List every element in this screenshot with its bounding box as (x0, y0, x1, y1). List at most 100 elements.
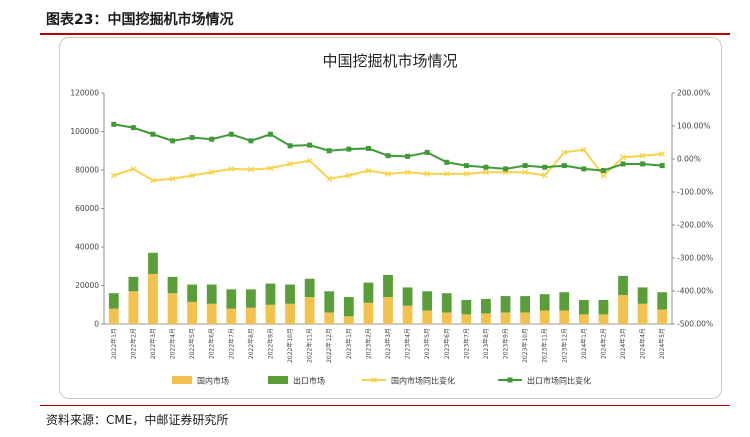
export-yoy-point (189, 135, 195, 141)
chart-panel (59, 37, 722, 399)
domestic-yoy-point (267, 165, 274, 172)
domestic-yoy-point (326, 175, 333, 182)
x-tick-label: 2023年5月 (423, 328, 431, 359)
bar-domestic (206, 303, 217, 324)
y-left-tick-label: 60000 (75, 204, 99, 213)
export-yoy-point (385, 153, 391, 159)
bar-export (324, 291, 335, 313)
export-yoy-point (228, 131, 234, 137)
x-tick-label: 2023年9月 (502, 328, 510, 359)
x-tick-label: 2022年7月 (227, 328, 235, 359)
x-tick-label: 2023年7月 (462, 328, 470, 359)
x-tick-label: 2023年12月 (560, 328, 568, 363)
export-yoy-point (405, 153, 411, 159)
bar-export (422, 291, 433, 311)
legend-label: 国内市场 (197, 376, 229, 386)
x-tick-label: 2023年1月 (345, 328, 353, 359)
bar-domestic (539, 310, 550, 324)
legend-label: 国内市场同比变化 (391, 376, 455, 386)
bar-domestic (500, 312, 511, 324)
x-tick-label: 2023年8月 (482, 328, 490, 359)
x-tick-label: 2022年8月 (247, 328, 255, 359)
export-yoy-point (111, 121, 117, 127)
x-tick-label: 2024年4月 (639, 328, 647, 359)
export-yoy-point (483, 164, 489, 170)
domestic-yoy-point (639, 152, 646, 159)
x-tick-label: 2022年11月 (306, 328, 314, 363)
bar-domestic (422, 310, 433, 324)
domestic-yoy-point (424, 170, 431, 177)
domestic-yoy-point (345, 172, 352, 179)
bar-domestic (324, 312, 335, 324)
domestic-yoy-point (247, 166, 254, 173)
bar-export (285, 284, 295, 304)
y-right-tick-label: -500.00% (677, 320, 713, 329)
bar-domestic (226, 308, 237, 324)
bar-export (304, 278, 315, 298)
legend-swatch (268, 376, 288, 384)
bar-export (441, 293, 452, 313)
bar-domestic (148, 273, 158, 324)
export-yoy-point (307, 142, 313, 148)
y-left-tick-label: 20000 (75, 281, 99, 290)
x-tick-label: 2024年3月 (619, 328, 627, 359)
bar-export (500, 296, 511, 313)
bar-domestic (559, 310, 570, 324)
bar-export (108, 293, 119, 309)
bar-domestic (108, 308, 119, 324)
export-yoy-point (503, 166, 509, 172)
bar-export (559, 292, 570, 311)
y-right-tick-label: -200.00% (677, 221, 713, 230)
x-tick-label: 2023年10月 (521, 328, 529, 363)
x-tick-label: 2022年3月 (149, 328, 157, 359)
x-tick-label: 2023年11月 (541, 328, 549, 363)
bar-export (520, 296, 530, 313)
domestic-yoy-point (189, 172, 196, 179)
domestic-yoy-point (620, 154, 626, 161)
x-tick-label: 2024年2月 (599, 328, 607, 359)
bar-domestic (285, 303, 295, 324)
bar-export (246, 289, 256, 308)
bar-export (265, 283, 276, 305)
export-yoy-point (326, 148, 332, 154)
x-tick-label: 2022年1月 (110, 328, 118, 359)
export-yoy-point (620, 161, 626, 167)
export-yoy-point (346, 146, 352, 152)
bar-domestic (657, 309, 668, 324)
bar-export (481, 298, 491, 314)
legend-label: 出口市场 (293, 376, 325, 386)
y-left-tick-label: 80000 (75, 166, 99, 175)
domestic-yoy-point (228, 165, 235, 172)
x-tick-label: 2022年10月 (286, 328, 294, 363)
y-right-tick-label: 0.00% (677, 155, 701, 164)
export-yoy-point (287, 143, 293, 149)
export-yoy-point (600, 168, 606, 174)
y-right-tick-label: -400.00% (677, 287, 713, 296)
domestic-yoy-point (385, 170, 391, 177)
bar-export (167, 276, 178, 294)
bar-domestic (304, 297, 315, 324)
bar-domestic (187, 301, 198, 324)
bar-export (383, 274, 393, 298)
domestic-yoy-point (365, 167, 372, 174)
title-rule (40, 33, 730, 35)
export-yoy-point (267, 131, 273, 137)
lines (110, 121, 666, 184)
y-right-tick-label: -100.00% (677, 188, 713, 197)
bar-export (187, 284, 198, 302)
y-right-tick-label: -300.00% (677, 254, 713, 263)
y-right-tick-label: 100.00% (677, 122, 710, 131)
bar-domestic (343, 316, 354, 324)
bar-export (343, 297, 354, 317)
export-yoy-point (463, 163, 469, 169)
export-yoy-line (113, 123, 663, 172)
bar-export (148, 252, 158, 274)
domestic-yoy-point (169, 175, 176, 182)
bar-export (363, 282, 374, 303)
export-yoy-point (170, 138, 176, 144)
x-tick-labels: 2022年1月 2022年2月 2022年3月 2022年4月 2022年5月 2022年… (110, 328, 666, 363)
domestic-yoy-point (404, 169, 411, 176)
x-tick-label: 2024年5月 (658, 328, 666, 359)
export-yoy-point (522, 163, 528, 169)
bar-domestic (481, 313, 491, 324)
